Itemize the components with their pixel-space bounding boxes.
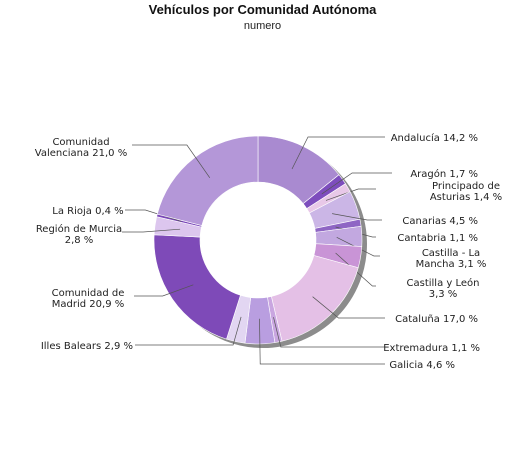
slice-label: Cataluña 17,0 % bbox=[395, 314, 478, 325]
slice-label: La Rioja 0,4 % bbox=[52, 206, 123, 217]
leader-line bbox=[332, 213, 382, 221]
leader-line bbox=[312, 296, 385, 319]
slice-label: Comunidad Valenciana 21,0 % bbox=[35, 137, 127, 159]
leader-line bbox=[259, 318, 385, 365]
slice-label: Principado de Asturias 1,4 % bbox=[430, 181, 502, 203]
leader-line bbox=[135, 316, 242, 346]
leader-line bbox=[335, 252, 376, 287]
leader-line bbox=[321, 172, 392, 195]
slice-label: Castilla y León 3,3 % bbox=[407, 277, 480, 300]
slice-label: Comunidad de Madrid 20,9 % bbox=[52, 288, 125, 310]
slice-label: Extremadura 1,1 % bbox=[383, 343, 480, 354]
slice-label: Castilla - La Mancha 3,1 % bbox=[416, 248, 487, 270]
slice-label: Canarias 4,5 % bbox=[402, 216, 478, 227]
slice-label: Aragón 1,7 % bbox=[410, 168, 478, 180]
chart-subtitle: numero bbox=[243, 20, 282, 32]
leader-line bbox=[134, 284, 194, 297]
leader-line bbox=[125, 209, 182, 222]
leader-line bbox=[273, 317, 385, 348]
leader-line bbox=[325, 188, 376, 201]
donut-hole bbox=[200, 182, 316, 298]
leader-line bbox=[122, 228, 181, 233]
slice-label: Andalucía 14,2 % bbox=[391, 132, 478, 144]
slice-label: Illes Balears 2,9 % bbox=[41, 341, 133, 352]
leader-line bbox=[132, 144, 211, 179]
slice-label: Cantabria 1,1 % bbox=[397, 233, 478, 244]
leader-line bbox=[336, 236, 380, 257]
slice-label: Galicia 4,6 % bbox=[389, 360, 455, 371]
leader-line bbox=[291, 136, 385, 170]
slice-label: Región de Murcia 2,8 % bbox=[36, 223, 122, 246]
chart-title: Vehículos por Comunidad Autónoma bbox=[148, 2, 377, 17]
donut-slice bbox=[156, 135, 259, 226]
